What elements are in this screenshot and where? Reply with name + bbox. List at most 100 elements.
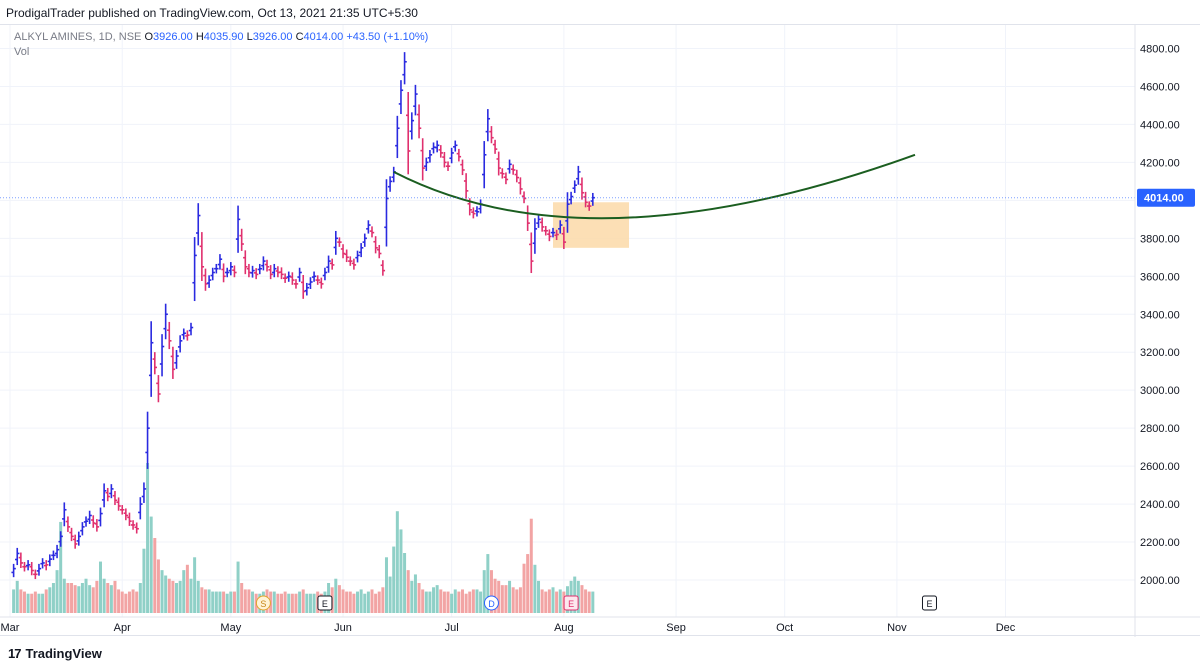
ohlc-bar [130, 520, 136, 530]
volume-bar [584, 589, 588, 613]
volume-bar [403, 553, 407, 613]
volume-bar [135, 591, 139, 613]
volume-bar [131, 589, 135, 613]
tradingview-logo-text: TradingView [25, 646, 102, 661]
ohlc-bar [199, 232, 205, 281]
ohlc-bar [587, 201, 592, 211]
volume-bar [102, 578, 106, 613]
price-chart[interactable]: 2000.00 2200.00 2400.00 2600.00 2800.00 3000.… [0, 25, 1200, 637]
volume-bar [203, 589, 207, 613]
ohlc-bar [120, 505, 125, 515]
volume-bar [91, 587, 95, 613]
ohlc-bar [442, 151, 447, 168]
y-tick-label: 4200.00 [1140, 157, 1180, 169]
last-price-badge: 4014.00 [1137, 188, 1195, 207]
ohlc-bar [188, 322, 194, 336]
ohlc-bar [384, 179, 389, 247]
volume-bar [518, 587, 522, 613]
chart-header: ProdigalTrader published on TradingView.… [0, 0, 1200, 24]
tradingview-logo-icon: 17 [8, 646, 22, 661]
volume-bar [84, 578, 88, 613]
volume-bar [479, 591, 483, 613]
volume-bar [461, 589, 464, 613]
volume-bar [272, 591, 276, 613]
ohlc-bar [217, 254, 223, 270]
ohlc-bar [329, 258, 335, 270]
volume-bar [464, 593, 468, 613]
ohlc-bar [80, 522, 85, 536]
ohlc-bar [148, 321, 154, 397]
event-marker-split[interactable]: S [255, 595, 271, 611]
low-value: 3926.00 [252, 31, 293, 43]
ohlc-bar [453, 140, 458, 152]
ohlc-bar [348, 256, 353, 266]
event-marker-earnings[interactable]: E [563, 595, 579, 611]
ohlc-bar [145, 411, 150, 469]
volume-bar [33, 591, 37, 613]
event-marker-earnings[interactable]: E [317, 595, 333, 611]
ohlc-bar [94, 519, 100, 532]
chart-frame[interactable]: 2000.00 2200.00 2400.00 2600.00 2800.00 3000.… [0, 24, 1200, 637]
ohlc-bar [496, 151, 501, 176]
ohlc-bar [402, 52, 407, 85]
ohlc-bar [47, 554, 53, 567]
ohlc-bar [409, 112, 415, 140]
ohlc-bar [416, 104, 422, 139]
x-tick-label: Dec [996, 622, 1016, 634]
ohlc-bar [76, 531, 81, 546]
open-key: O [144, 31, 153, 43]
ohlc-bar [210, 267, 215, 281]
x-tick-label: Jun [334, 622, 352, 634]
ohlc-bar [44, 560, 49, 571]
symbol-legend[interactable]: ALKYL AMINES, 1D, NSE O3926.00 H4035.90 … [14, 31, 428, 43]
volume-bar [298, 591, 302, 613]
rounding-bottom-curve [393, 153, 916, 220]
tradingview-logo[interactable]: 17 TradingView [8, 646, 102, 661]
ohlc-bar [167, 321, 172, 350]
ohlc-bar [192, 237, 197, 302]
ohlc-bar [529, 232, 534, 274]
ohlc-bar [272, 263, 277, 278]
ohlc-bar [138, 497, 143, 520]
ohlc-bar [54, 544, 60, 559]
volume-bar [410, 580, 414, 613]
ohlc-bar [373, 236, 378, 254]
volume-bar [348, 591, 352, 613]
ohlc-bar [51, 550, 56, 561]
volume-bar [515, 589, 519, 613]
ohlc-bar [65, 516, 71, 532]
ohlc-bar [293, 279, 299, 289]
volume-bar [439, 589, 443, 613]
ohlc-bar [170, 346, 176, 379]
y-tick-label: 2800.00 [1140, 423, 1180, 435]
event-marker-earnings-upcoming[interactable]: E [921, 595, 937, 611]
volume-bar [48, 587, 52, 613]
volume-bar [392, 546, 396, 613]
volume-bar [160, 570, 164, 613]
ohlc-bar [482, 141, 487, 189]
volume-bar [308, 593, 312, 613]
volume-bar [580, 585, 584, 613]
event-marker-dividend[interactable]: D [483, 595, 499, 611]
y-tick-label: 2600.00 [1140, 461, 1180, 473]
y-tick-label: 2400.00 [1140, 499, 1180, 511]
ohlc-bar [369, 226, 375, 238]
volume-bar [37, 593, 41, 613]
volume-bar [294, 593, 298, 613]
close-value: 4014.00 [303, 31, 344, 43]
volume-bar [540, 589, 544, 613]
time-axis[interactable]: Mar Apr May Jun Jul Aug Sep Oct Nov Dec [0, 616, 1200, 634]
volume-bar [19, 589, 23, 613]
x-tick-label: Sep [666, 622, 686, 634]
y-tick-label: 2000.00 [1140, 575, 1180, 587]
ohlc-bar [351, 258, 357, 270]
volume-bar [55, 570, 59, 613]
y-tick-label: 2200.00 [1140, 537, 1180, 549]
ohlc-bar [539, 217, 545, 232]
ohlc-bar [159, 334, 165, 377]
volume-bar [207, 589, 211, 613]
symbol-title: ALKYL AMINES, 1D, NSE [14, 31, 142, 43]
ohlc-bar [449, 147, 454, 164]
price-axis[interactable]: 2000.00 2200.00 2400.00 2600.00 2800.00 3000.… [1134, 25, 1180, 637]
